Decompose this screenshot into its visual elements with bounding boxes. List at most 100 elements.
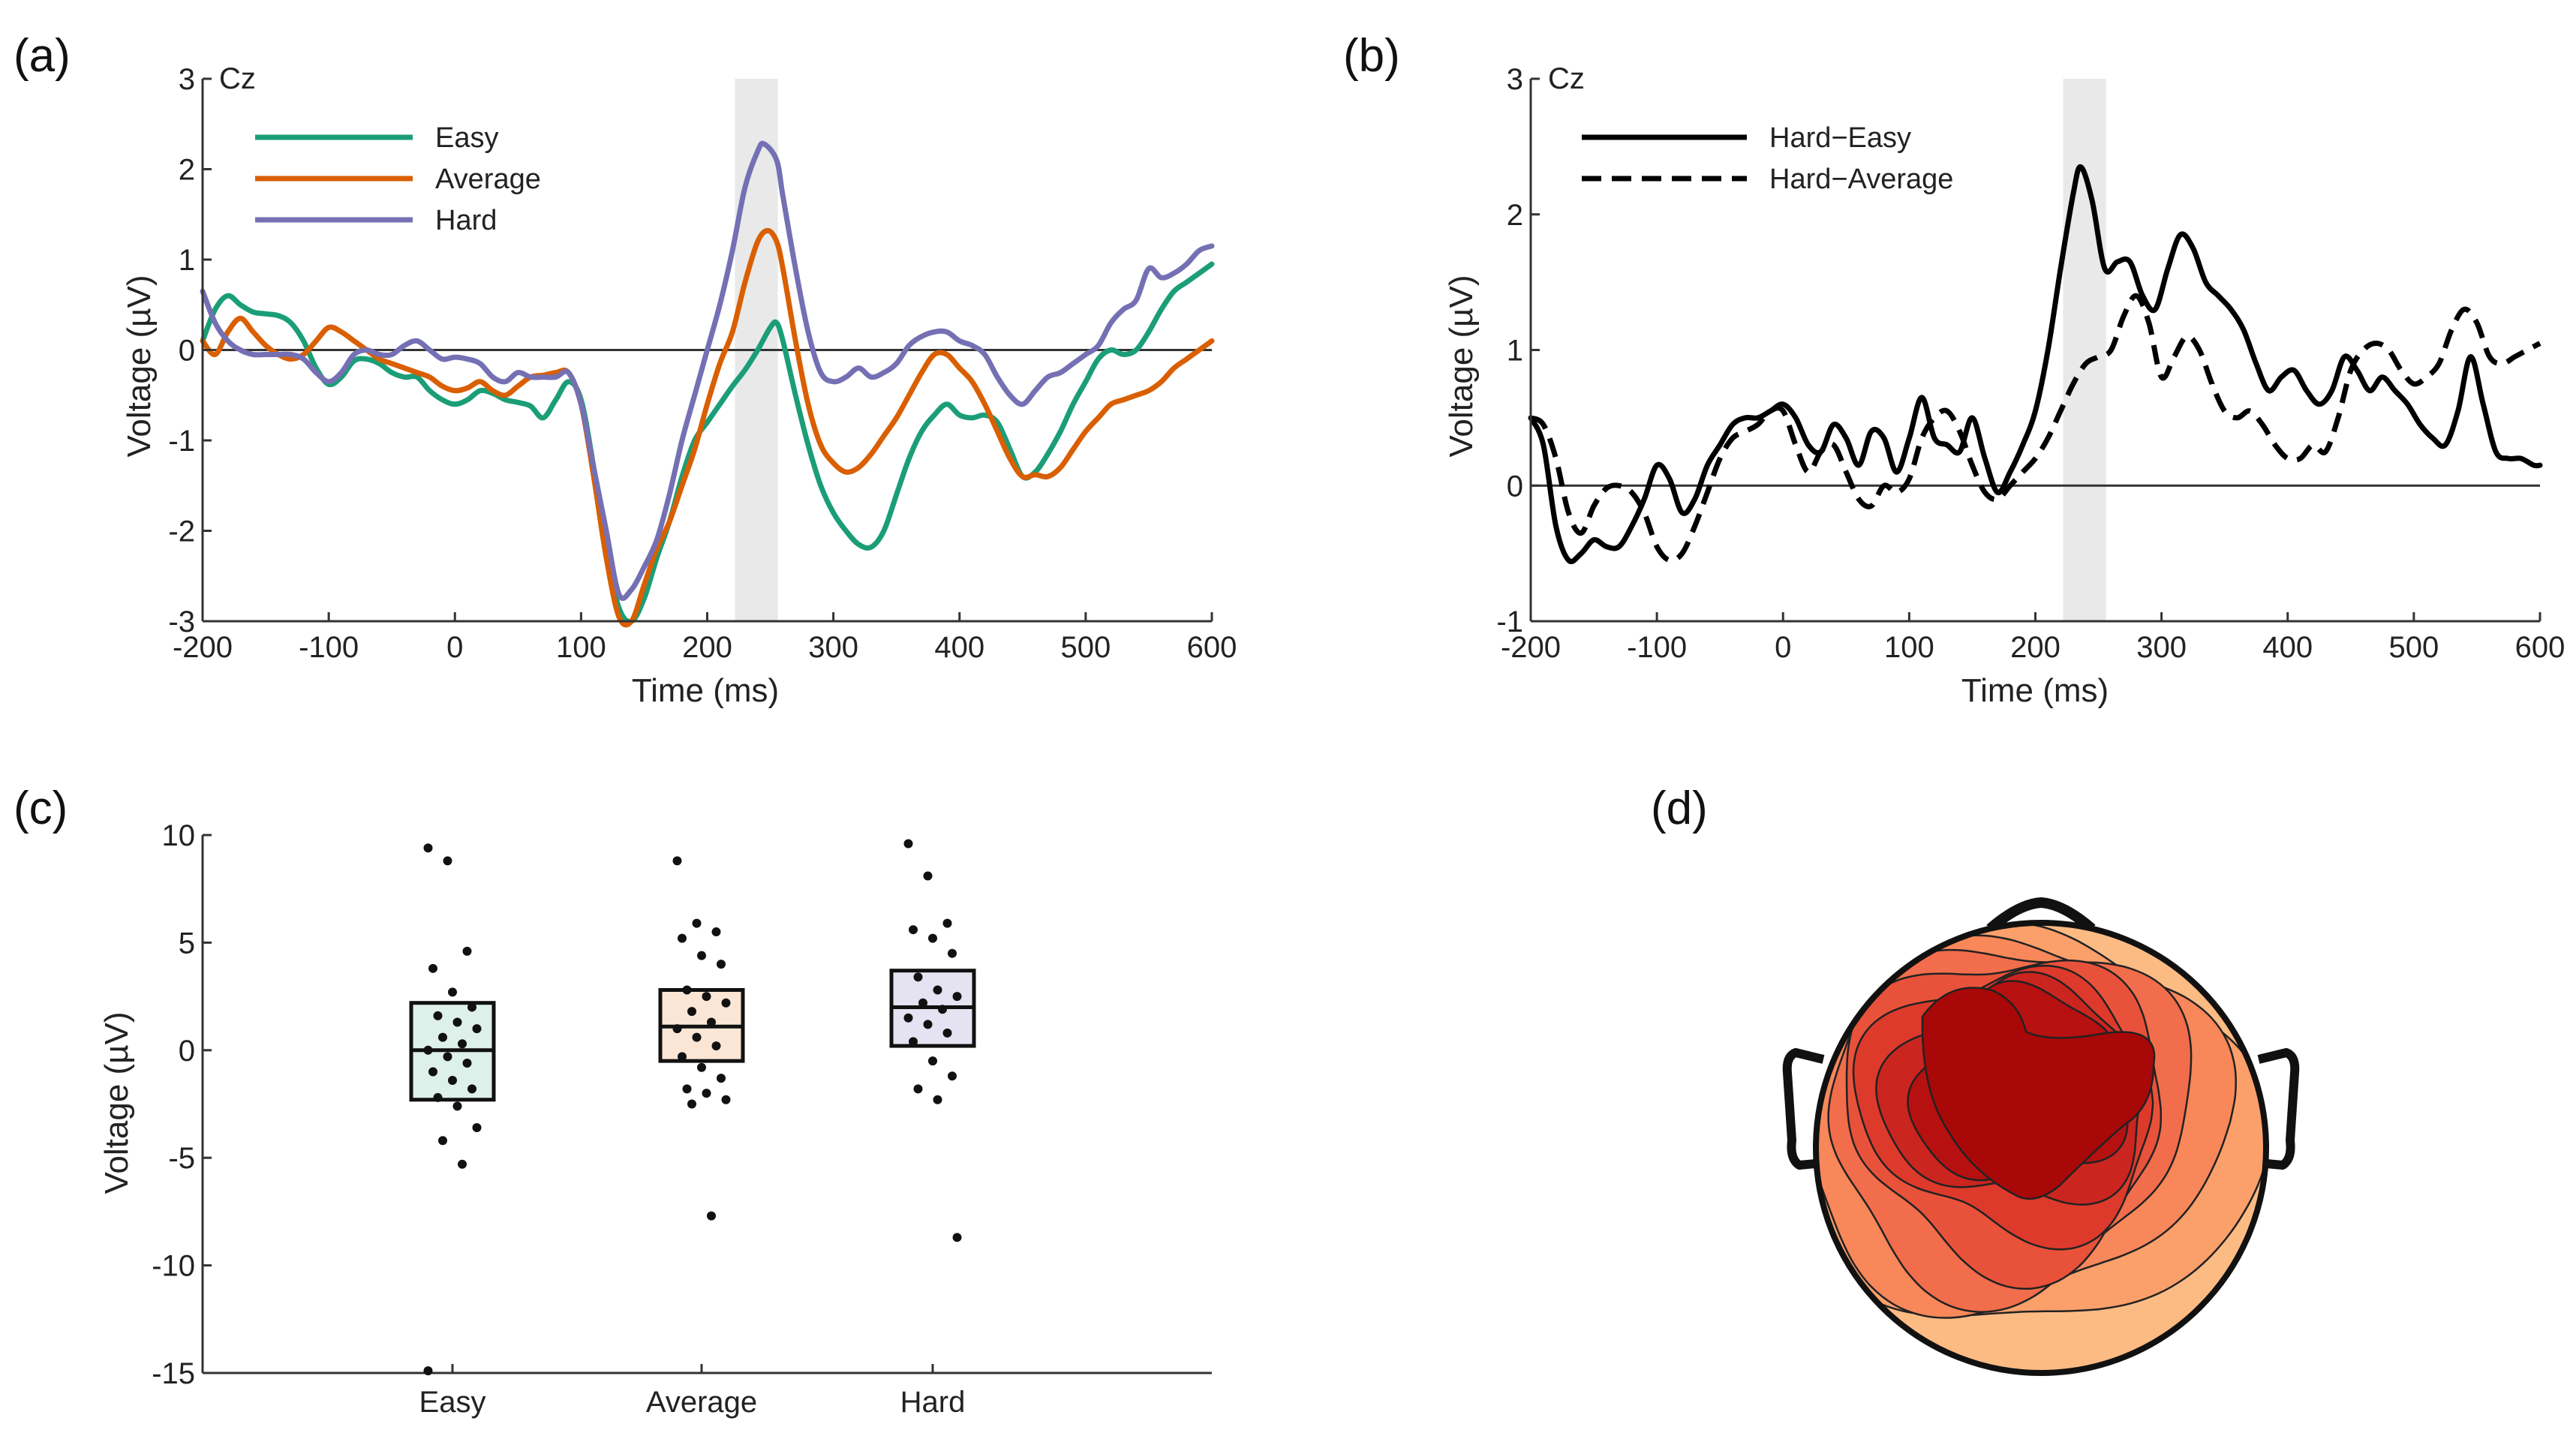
y-tick-label: -1 [1496,605,1523,638]
x-tick-label: 100 [556,631,606,664]
y-tick-label: -3 [168,605,195,638]
data-point [711,1041,721,1051]
contour-peak [1921,987,2156,1200]
series-line-average [200,227,1215,628]
data-point [909,925,918,935]
time-window-shade [2063,79,2106,621]
legend: Hard−Easy Hard−Average [1582,122,1953,195]
x-tick-label: 400 [934,631,984,664]
y-tick-label: 3 [1507,63,1523,96]
data-point [423,1045,433,1055]
data-point [458,1039,467,1049]
data-point [697,1062,706,1072]
data-point [428,963,437,973]
data-point [717,1074,726,1083]
y-axis-label: Voltage (µV) [98,1011,135,1194]
x-tick-label: 500 [1061,631,1111,664]
x-tick-label: 400 [2262,631,2313,664]
panel-label-a: (a) [14,30,71,82]
data-point [923,871,933,881]
data-point [721,1095,731,1104]
data-point [913,972,923,982]
right-ear-icon [2257,1048,2300,1170]
x-tick-label: Average [646,1386,757,1419]
data-point [682,985,692,995]
data-point [928,1056,937,1066]
x-axis-label: Time (ms) [632,672,779,709]
legend: Easy Average Hard [255,122,541,236]
series-line-hard-easy [1528,164,2543,564]
topography-contours [1816,923,2266,1373]
data-point [467,1002,476,1012]
y-tick-label: 0 [1507,470,1523,503]
data-point [672,856,682,866]
data-point [438,1032,447,1042]
series-line-easy [200,261,1215,624]
legend-label: Hard−Easy [1769,122,1911,154]
y-tick-label: -1 [168,425,195,458]
data-point [462,1059,472,1068]
legend-label: Easy [435,122,498,154]
data-point [462,946,472,956]
data-point [443,1052,452,1062]
x-tick-label: -200 [173,631,233,664]
data-point [692,1032,702,1042]
x-tick-label: Hard [900,1386,966,1419]
data-point [942,1028,952,1038]
data-point [952,1233,962,1242]
x-tick-label: -200 [1501,631,1561,664]
x-axis-label: Time (ms) [1961,672,2109,709]
data-point [472,1123,482,1133]
y-axis-label: Voltage (µV) [121,275,158,457]
data-point [438,1136,447,1146]
x-tick-label: 200 [682,631,732,664]
data-point [948,948,957,958]
data-point [928,933,937,943]
data-point [933,1095,942,1104]
data-point [702,992,711,1002]
data-point [452,1101,462,1111]
legend-label: Hard [435,205,497,236]
data-point [903,839,913,849]
panel-label-d: (d) [1651,783,1708,834]
data-point [687,1099,696,1109]
data-point [942,918,952,928]
data-point [682,1084,692,1094]
data-point [692,918,702,928]
y-tick-label: 3 [179,63,195,96]
data-point [423,843,433,853]
data-point [909,1037,918,1047]
data-point [433,1092,443,1102]
data-point [707,1017,716,1027]
x-tick-label: 100 [1884,631,1934,664]
data-point [433,1011,443,1020]
data-point [923,1020,933,1029]
data-point [938,1005,947,1014]
data-point [903,1013,913,1023]
data-point [933,985,942,995]
data-point [711,927,721,937]
y-axis-label: Voltage (µV) [1443,275,1480,457]
y-tick-label: 2 [1507,199,1523,232]
y-tick-label: 5 [179,927,195,960]
series-line-hard-average [1529,293,2541,563]
y-tick-label: -15 [152,1357,195,1390]
y-tick-label: 0 [179,335,195,368]
x-tick-label: -100 [1627,631,1687,664]
data-point [428,1067,437,1077]
x-tick-label: -100 [299,631,359,664]
data-point [448,987,457,997]
nose-icon [1986,897,2096,933]
data-point [948,1071,957,1081]
data-point [697,951,706,960]
scalp-topography [1782,897,2300,1376]
panel-label-c: (c) [14,783,68,834]
left-ear-icon [1782,1048,1825,1170]
data-point [702,1089,711,1098]
data-point [423,1366,433,1376]
data-point [918,998,927,1008]
data-point [717,960,726,969]
y-tick-label: -10 [152,1250,195,1283]
x-tick-label: 300 [2136,631,2187,664]
